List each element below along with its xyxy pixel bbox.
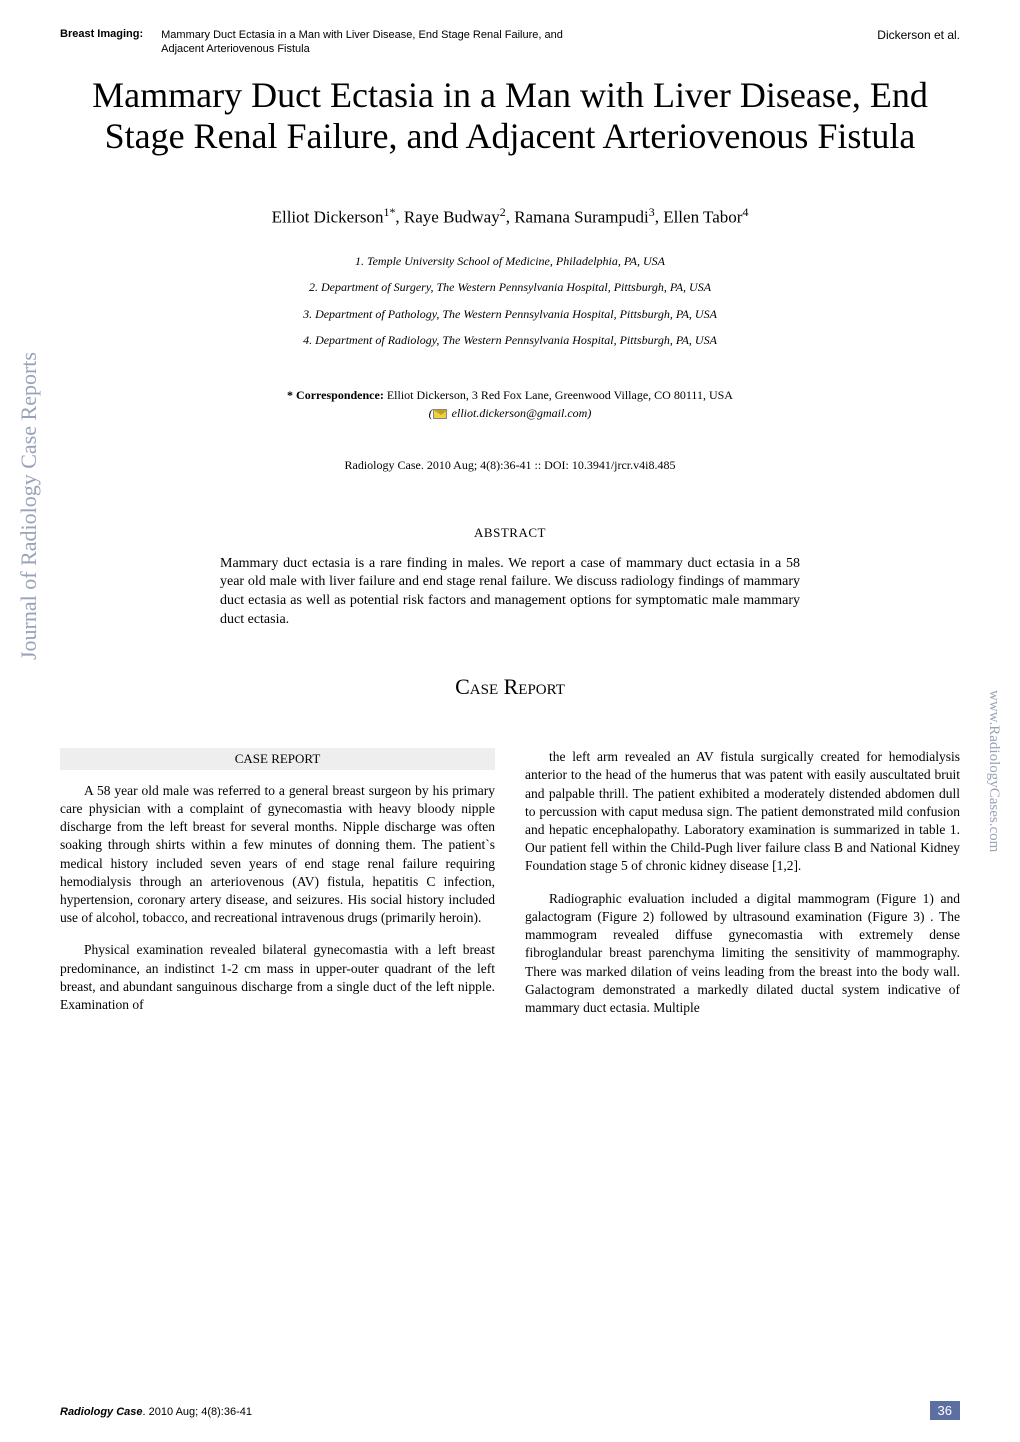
subsection-heading: CASE REPORT (60, 748, 495, 770)
correspondence-block: * Correspondence: Elliot Dickerson, 3 Re… (60, 386, 960, 422)
abstract-text: Mammary duct ectasia is a rare finding i… (220, 555, 800, 631)
affiliation: 3. Department of Pathology, The Western … (60, 301, 960, 327)
body-paragraph: Physical examination revealed bilateral … (60, 941, 495, 1014)
affiliation: 4. Department of Radiology, The Western … (60, 327, 960, 353)
right-column: the left arm revealed an AV fistula surg… (525, 748, 960, 1031)
affiliations-block: 1. Temple University School of Medicine,… (60, 248, 960, 354)
footer-issue: . 2010 Aug; 4(8):36-41 (143, 1406, 252, 1418)
side-journal-title: Journal of Radiology Case Reports (16, 352, 42, 660)
body-paragraph: the left arm revealed an AV fistula surg… (525, 748, 960, 876)
correspondence-text: Elliot Dickerson, 3 Red Fox Lane, Greenw… (387, 388, 733, 402)
correspondence-label: * Correspondence: (287, 388, 384, 402)
side-website: www.RadiologyCases.com (985, 690, 1002, 852)
header-left: Breast Imaging: Mammary Duct Ectasia in … (60, 28, 601, 57)
header-running-title: Mammary Duct Ectasia in a Man with Liver… (161, 28, 601, 57)
authors-line: Elliot Dickerson1*, Raye Budway2, Ramana… (60, 205, 960, 228)
affiliation: 2. Department of Surgery, The Western Pe… (60, 274, 960, 300)
body-columns: CASE REPORT A 58 year old male was refer… (60, 748, 960, 1031)
affiliation: 1. Temple University School of Medicine,… (60, 248, 960, 274)
footer-journal-name: Radiology Case (60, 1406, 143, 1418)
correspondence-email: elliot.dickerson@gmail.com (452, 406, 588, 420)
abstract-heading: ABSTRACT (220, 525, 800, 541)
header-category: Breast Imaging: (60, 28, 143, 57)
citation-line: Radiology Case. 2010 Aug; 4(8):36-41 :: … (60, 458, 960, 473)
running-header: Breast Imaging: Mammary Duct Ectasia in … (60, 28, 960, 57)
footer-page-number: 36 (930, 1401, 960, 1420)
article-title: Mammary Duct Ectasia in a Man with Liver… (60, 75, 960, 158)
header-authors-short: Dickerson et al. (877, 28, 960, 42)
left-column: CASE REPORT A 58 year old male was refer… (60, 748, 495, 1031)
page-footer: Radiology Case. 2010 Aug; 4(8):36-41 36 (60, 1401, 960, 1420)
mail-icon (433, 409, 447, 419)
body-paragraph: Radiographic evaluation included a digit… (525, 890, 960, 1018)
abstract-block: ABSTRACT Mammary duct ectasia is a rare … (220, 525, 800, 631)
section-heading: Case Report (60, 674, 960, 700)
body-paragraph: A 58 year old male was referred to a gen… (60, 782, 495, 928)
footer-citation: Radiology Case. 2010 Aug; 4(8):36-41 (60, 1406, 252, 1418)
correspondence-email-line: ( elliot.dickerson@gmail.com) (429, 406, 592, 420)
